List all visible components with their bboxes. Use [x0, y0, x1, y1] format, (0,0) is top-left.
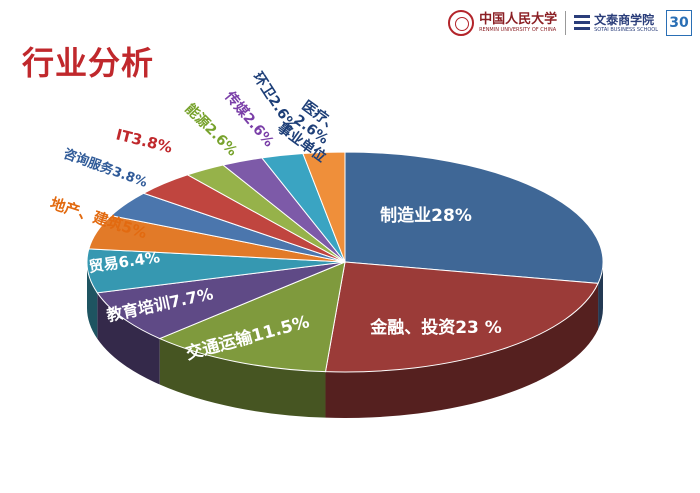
business-school-name-en: SOTAI BUSINESS SCHOOL [594, 26, 658, 33]
university-seal-icon [448, 10, 475, 36]
pie-slice-3 [96, 261, 346, 340]
ruc-name-cn: 中国人民大学 [479, 12, 558, 27]
business-school-mark-icon [574, 15, 591, 31]
pie-side-2 [159, 338, 326, 418]
pie-label-7: IT3.8% [114, 125, 174, 156]
pie-side-4 [87, 262, 98, 339]
header-logos: 中国人民大学 RENMIN UNIVERSITY OF CHINA 文泰商学院 … [448, 10, 692, 36]
anniversary-badge: 30 [666, 10, 692, 36]
ruc-logo: 中国人民大学 RENMIN UNIVERSITY OF CHINA [448, 10, 557, 36]
pie-slice-1 [324, 261, 599, 373]
pie-tops [86, 151, 604, 373]
pie-slice-2 [158, 261, 346, 373]
pie-label-0: 制造业28% [380, 205, 472, 226]
pie-label-6: 咨询服务3.8% [61, 146, 149, 191]
pie-label-1: 金融、投资23 % [369, 317, 502, 338]
pie-side-1 [325, 283, 599, 418]
business-school-logo: 文泰商学院 SOTAI BUSINESS SCHOOL [574, 14, 658, 33]
page-title: 行业分析 [22, 44, 155, 82]
ruc-name-en: RENMIN UNIVERSITY OF CHINA [479, 27, 557, 33]
pie-slice-0 [344, 151, 604, 284]
business-school-name-cn: 文泰商学院 [594, 12, 655, 27]
logo-divider [565, 11, 567, 35]
pie-slice-11 [302, 151, 346, 263]
pie-sides [87, 262, 603, 418]
pie-side-0 [598, 262, 603, 330]
pie-side-3 [97, 292, 160, 385]
